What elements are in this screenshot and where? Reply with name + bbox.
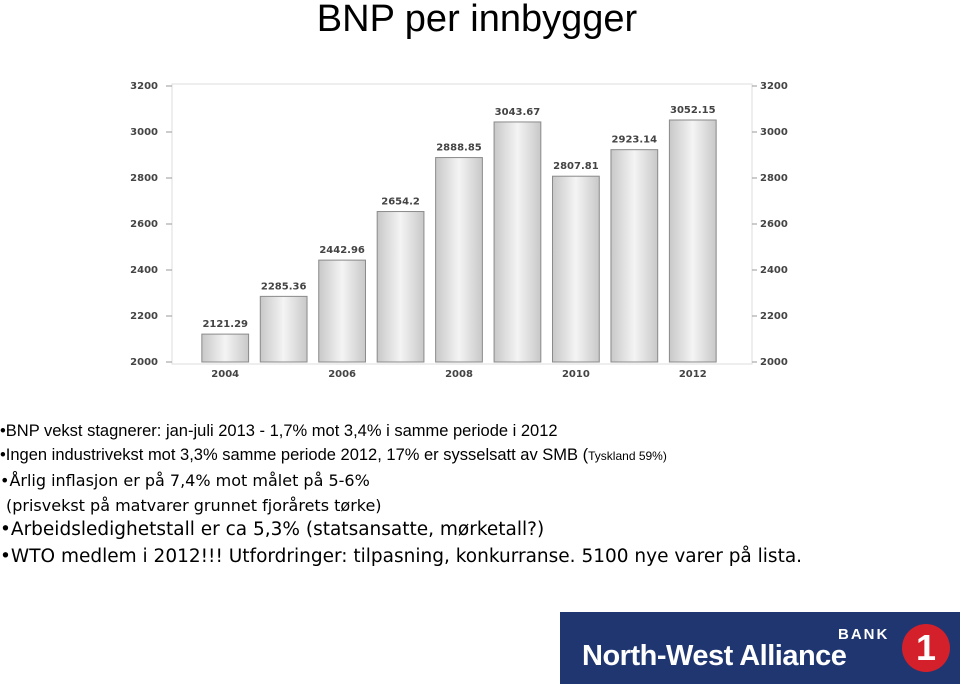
slide-title: BNP per innbygger — [316, 0, 638, 40]
bullet-note: Tyskland 59%) — [588, 449, 667, 463]
logo-name: North-West Alliance — [582, 640, 847, 672]
bar — [668, 119, 717, 363]
y-tick-label: 3000 — [130, 127, 158, 138]
y2-tick-label: 3000 — [760, 127, 788, 138]
data-label: 2121.29 — [202, 319, 248, 330]
bar — [201, 333, 250, 363]
bullet: Ingen industrivekst mot 3,3% samme perio… — [0, 446, 667, 465]
y2-tick-label: 2600 — [760, 219, 788, 230]
x-tick-label: 2006 — [328, 369, 356, 380]
y2-tick-label: 2000 — [760, 357, 788, 368]
chart: 2000 2200 2400 2600 2800 3000 3200 2000 2200 2400… — [130, 81, 788, 380]
y-tick-label: 2400 — [130, 265, 158, 276]
data-label: 2442.96 — [319, 245, 365, 256]
bullet: WTO medlem i 2012!!! Utfordringer: tilpa… — [0, 546, 802, 567]
y-tick-label: 2800 — [130, 173, 158, 184]
bar — [376, 211, 425, 363]
data-label: 2888.85 — [436, 143, 482, 154]
bar — [259, 295, 308, 363]
x-tick-label: 2010 — [562, 369, 590, 380]
data-label: 3043.67 — [495, 107, 541, 118]
data-label: 2285.36 — [261, 281, 307, 292]
bar — [318, 259, 366, 363]
bar — [435, 157, 483, 363]
y-tick-label: 2200 — [130, 311, 158, 322]
logo-bank: BANK — [838, 626, 890, 643]
bullet: Årlig inflasjon er på 7,4% mot målet på … — [0, 471, 369, 490]
y2-tick-label: 3200 — [760, 81, 788, 92]
bullet-continuation: (prisvekst på matvarer grunnet fjorårets… — [6, 496, 382, 515]
logo: BANK North-West Alliance 1 — [560, 612, 960, 684]
data-label: 2923.14 — [612, 135, 658, 146]
logo-mark: 1 — [902, 624, 950, 672]
bar — [610, 149, 659, 363]
y-tick-label: 2000 — [130, 357, 158, 368]
bullet: Arbeidsledighetstall er ca 5,3% (statsan… — [0, 519, 544, 540]
data-label: 2807.81 — [553, 161, 599, 172]
bar — [493, 121, 542, 363]
y-tick-label: 3200 — [130, 81, 158, 92]
x-tick-label: 2012 — [679, 369, 707, 380]
y2-tick-label: 2400 — [760, 265, 788, 276]
y-tick-label: 2600 — [130, 219, 158, 230]
x-tick-label: 2008 — [445, 369, 473, 380]
data-label: 2654.2 — [381, 197, 420, 208]
bar — [552, 175, 600, 363]
y2-tick-label: 2200 — [760, 311, 788, 322]
bullet-text: Ingen industrivekst mot 3,3% samme perio… — [5, 446, 589, 464]
data-label: 3052.15 — [670, 105, 716, 116]
y2-tick-label: 2800 — [760, 173, 788, 184]
bullet: BNP vekst stagnerer: jan-juli 2013 - 1,7… — [0, 422, 558, 441]
x-tick-label: 2004 — [211, 369, 239, 380]
